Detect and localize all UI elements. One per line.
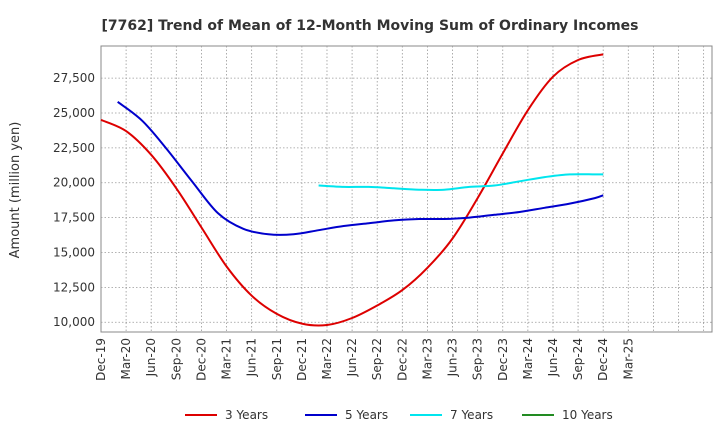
x-tick-label: Dec-24 xyxy=(596,338,610,381)
y-tick-label: 22,500 xyxy=(53,141,95,155)
y-tick-label: 12,500 xyxy=(53,280,95,294)
x-tick-label: Mar-25 xyxy=(621,338,635,379)
x-tick-label: Sep-21 xyxy=(270,338,284,380)
legend-label-7-years: 7 Years xyxy=(450,408,493,422)
x-tick-label: Jun-24 xyxy=(546,338,560,377)
y-axis-label: Amount (million yen) xyxy=(8,122,23,259)
y-tick-label: 27,500 xyxy=(53,71,95,85)
x-tick-label: Mar-24 xyxy=(521,338,535,379)
x-tick-label: Sep-23 xyxy=(471,338,485,380)
x-tick-label: Dec-21 xyxy=(295,338,309,381)
x-tick-label: Mar-20 xyxy=(119,338,133,379)
y-tick-label: 15,000 xyxy=(53,245,95,259)
chart-title: [7762] Trend of Mean of 12-Month Moving … xyxy=(101,18,638,34)
y-tick-label: 20,000 xyxy=(53,176,95,190)
legend-label-10-years: 10 Years xyxy=(562,408,613,422)
x-axis: Dec-19 Mar-20 Jun-20 Sep-20 Dec-20 Mar-21 Jun-… xyxy=(94,338,635,381)
x-tick-label: Sep-22 xyxy=(370,338,384,380)
x-tick-label: Dec-19 xyxy=(94,338,108,381)
x-tick-label: Jun-20 xyxy=(144,338,158,377)
x-tick-label: Jun-22 xyxy=(345,338,359,377)
x-tick-label: Dec-20 xyxy=(194,338,208,381)
x-tick-label: Jun-21 xyxy=(245,338,259,377)
y-axis: 10,000 12,500 15,000 17,500 20,000 22,500 25,0… xyxy=(53,71,95,329)
y-tick-label: 10,000 xyxy=(53,315,95,329)
x-tick-label: Dec-22 xyxy=(395,338,409,381)
legend: 3 Years 5 Years 7 Years 10 Years xyxy=(185,408,613,422)
x-tick-label: Mar-23 xyxy=(420,338,434,379)
y-tick-label: 25,000 xyxy=(53,106,95,120)
series-line-5-years xyxy=(117,101,604,236)
series-line-7-years xyxy=(318,173,604,191)
x-tick-label: Dec-23 xyxy=(496,338,510,381)
x-tick-label: Sep-24 xyxy=(571,338,585,380)
x-tick-label: Sep-20 xyxy=(169,338,183,380)
y-tick-label: 17,500 xyxy=(53,211,95,225)
series-line-3-years xyxy=(100,53,604,327)
series-layer xyxy=(100,53,604,327)
x-tick-label: Jun-23 xyxy=(446,338,460,377)
legend-label-3-years: 3 Years xyxy=(225,408,268,422)
x-tick-label: Mar-21 xyxy=(220,338,234,379)
legend-label-5-years: 5 Years xyxy=(345,408,388,422)
x-tick-label: Mar-22 xyxy=(320,338,334,379)
